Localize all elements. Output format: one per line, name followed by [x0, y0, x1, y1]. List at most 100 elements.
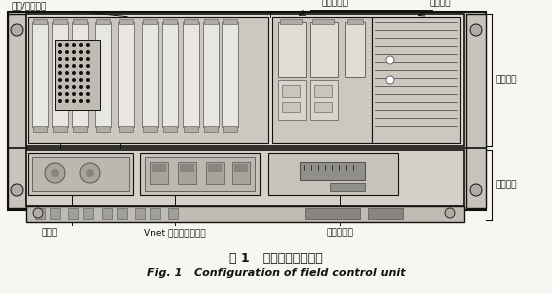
Bar [184, 126, 198, 132]
Text: 过程控制卡: 过程控制卡 [322, 0, 348, 7]
Bar [73, 19, 87, 24]
Circle shape [65, 50, 69, 54]
Circle shape [86, 169, 94, 177]
Circle shape [86, 57, 90, 61]
Bar [53, 19, 67, 24]
Bar [72, 22, 88, 127]
Bar [163, 19, 177, 24]
Circle shape [33, 208, 43, 218]
Bar [150, 208, 160, 219]
Bar [8, 12, 486, 210]
Circle shape [470, 184, 482, 196]
Bar [223, 126, 237, 132]
Bar [96, 126, 110, 132]
Circle shape [65, 71, 69, 75]
Bar [32, 22, 48, 127]
Bar [162, 22, 178, 127]
Bar [140, 153, 260, 195]
Bar [208, 164, 222, 172]
Bar [8, 14, 26, 208]
Circle shape [79, 50, 83, 54]
Bar [50, 208, 60, 219]
Bar [347, 19, 363, 24]
Circle shape [65, 92, 69, 96]
Circle shape [80, 163, 100, 183]
Circle shape [79, 71, 83, 75]
Bar [145, 157, 255, 191]
Bar [232, 162, 250, 184]
Bar [152, 164, 166, 172]
Circle shape [72, 50, 76, 54]
Bar [183, 22, 199, 127]
Bar [282, 85, 300, 97]
Circle shape [72, 99, 76, 103]
Bar [117, 208, 127, 219]
Bar [280, 19, 302, 24]
Circle shape [72, 71, 76, 75]
Bar [32, 157, 129, 191]
Bar [310, 80, 338, 120]
Circle shape [58, 78, 62, 82]
Bar [206, 162, 224, 184]
Bar [142, 22, 158, 127]
Bar [28, 17, 268, 143]
Bar [135, 208, 145, 219]
Bar [96, 19, 110, 24]
Text: 实用装置: 实用装置 [496, 181, 518, 190]
Bar [35, 208, 45, 219]
Circle shape [72, 57, 76, 61]
Bar [184, 19, 198, 24]
Circle shape [65, 64, 69, 68]
Circle shape [86, 43, 90, 47]
Circle shape [58, 92, 62, 96]
Bar [310, 22, 338, 77]
Bar [53, 126, 67, 132]
Bar [268, 153, 398, 195]
Circle shape [79, 99, 83, 103]
Circle shape [72, 64, 76, 68]
Circle shape [11, 184, 23, 196]
Bar [314, 102, 332, 112]
Bar [180, 164, 194, 172]
Bar [223, 19, 237, 24]
Bar [168, 208, 178, 219]
Circle shape [86, 85, 90, 89]
Bar [33, 19, 47, 24]
Circle shape [65, 85, 69, 89]
Circle shape [445, 208, 455, 218]
Bar [150, 162, 168, 184]
Circle shape [79, 43, 83, 47]
Bar [282, 102, 300, 112]
Bar [312, 19, 334, 24]
Circle shape [58, 85, 62, 89]
Bar [118, 22, 134, 127]
Text: Fig. 1   Configuration of field control unit: Fig. 1 Configuration of field control un… [147, 268, 405, 278]
Bar [278, 22, 306, 77]
Bar [204, 19, 218, 24]
Circle shape [79, 78, 83, 82]
Circle shape [86, 50, 90, 54]
Circle shape [79, 92, 83, 96]
Bar [278, 80, 306, 120]
Circle shape [45, 163, 65, 183]
Bar [55, 40, 100, 110]
Bar [330, 183, 365, 191]
Circle shape [79, 57, 83, 61]
Text: 外部接口器: 外部接口器 [327, 228, 353, 237]
Bar [143, 19, 157, 24]
Circle shape [470, 24, 482, 36]
Text: 电源模块: 电源模块 [430, 0, 452, 7]
Bar [26, 150, 464, 206]
Bar [95, 22, 111, 127]
Bar [203, 22, 219, 127]
Bar [300, 162, 365, 180]
Circle shape [86, 99, 90, 103]
Circle shape [86, 64, 90, 68]
Circle shape [79, 85, 83, 89]
Bar [178, 162, 196, 184]
Circle shape [58, 43, 62, 47]
Circle shape [79, 64, 83, 68]
Circle shape [65, 57, 69, 61]
Circle shape [72, 85, 76, 89]
Circle shape [65, 99, 69, 103]
